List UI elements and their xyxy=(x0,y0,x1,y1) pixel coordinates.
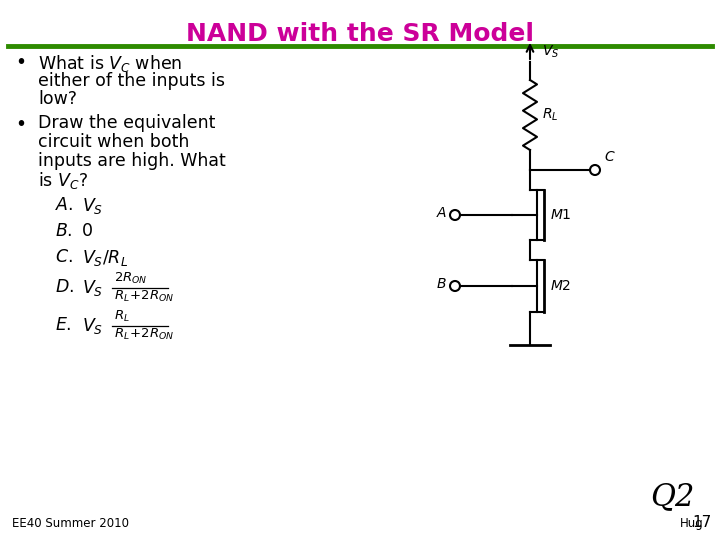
Text: $V_S$: $V_S$ xyxy=(82,316,103,336)
Text: $R_L\!+\!2R_{ON}$: $R_L\!+\!2R_{ON}$ xyxy=(114,288,174,303)
Text: EE40 Summer 2010: EE40 Summer 2010 xyxy=(12,517,129,530)
Text: $E.$: $E.$ xyxy=(55,316,71,334)
Text: inputs are high. What: inputs are high. What xyxy=(38,152,226,170)
Text: $V_S$: $V_S$ xyxy=(542,44,559,60)
Text: Draw the equivalent: Draw the equivalent xyxy=(38,114,215,132)
Text: $V_S$: $V_S$ xyxy=(82,279,103,299)
Text: $A$: $A$ xyxy=(436,206,447,220)
Text: circuit when both: circuit when both xyxy=(38,133,189,151)
Text: low?: low? xyxy=(38,90,77,108)
Text: Hug: Hug xyxy=(680,517,703,530)
Text: $B$: $B$ xyxy=(436,277,447,291)
Text: Q2: Q2 xyxy=(650,481,694,512)
Text: $M1$: $M1$ xyxy=(550,208,572,222)
Text: $V_S/R_L$: $V_S/R_L$ xyxy=(82,248,128,268)
Text: $R_L$: $R_L$ xyxy=(542,107,559,123)
Text: •: • xyxy=(15,53,26,72)
Text: $D.$: $D.$ xyxy=(55,279,74,296)
Text: $A.$: $A.$ xyxy=(55,197,73,214)
Text: $C.$: $C.$ xyxy=(55,248,73,267)
Text: $C$: $C$ xyxy=(604,150,616,164)
Text: $R_L\!+\!2R_{ON}$: $R_L\!+\!2R_{ON}$ xyxy=(114,327,174,342)
Text: $R_L$: $R_L$ xyxy=(114,309,130,325)
Text: is $V_C$?: is $V_C$? xyxy=(38,170,88,191)
Text: either of the inputs is: either of the inputs is xyxy=(38,71,225,90)
Text: What is $V_C$ when: What is $V_C$ when xyxy=(38,53,182,74)
Text: $B.$: $B.$ xyxy=(55,222,73,240)
Text: •: • xyxy=(15,114,26,133)
Text: $M2$: $M2$ xyxy=(550,279,572,293)
Text: $2R_{ON}$: $2R_{ON}$ xyxy=(114,272,148,287)
Text: 17: 17 xyxy=(693,515,712,530)
Text: 0: 0 xyxy=(82,222,93,240)
Text: $V_S$: $V_S$ xyxy=(82,197,103,217)
Text: NAND with the SR Model: NAND with the SR Model xyxy=(186,22,534,46)
